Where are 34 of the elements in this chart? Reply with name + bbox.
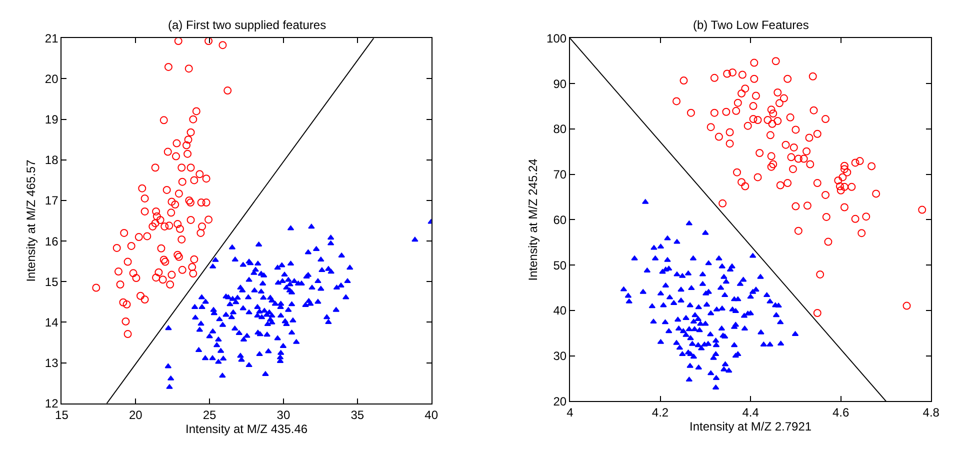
- y-tick-label: 50: [553, 258, 567, 272]
- y-axis-title: Intensity at M/Z 245.24: [526, 158, 540, 281]
- x-tick-label: 4.4: [742, 406, 760, 420]
- x-tick-label: 4.6: [832, 406, 850, 420]
- x-tick-label: 30: [276, 408, 290, 422]
- y-tick-label: 90: [553, 76, 567, 91]
- y-axis-title: Intensity at M/Z 465.57: [24, 159, 38, 282]
- x-axis-title: Intensity at M/Z 2.7921: [690, 420, 812, 434]
- x-axis-title: Intensity at M/Z 435.46: [185, 422, 308, 436]
- x-tick-label: 20: [128, 408, 143, 422]
- x-tick-label: 4: [566, 406, 574, 420]
- y-tick-label: 19: [44, 112, 59, 127]
- y-tick-label: 18: [44, 153, 59, 168]
- x-tick-label: 25: [202, 408, 217, 422]
- chart-title: (b) Two Low Features: [693, 18, 809, 32]
- x-tick-label: 40: [424, 408, 438, 422]
- y-tick-label: 15: [44, 274, 59, 289]
- y-tick-label: 80: [553, 122, 567, 136]
- y-tick-label: 14: [44, 315, 59, 330]
- y-tick-label: 100: [546, 31, 567, 46]
- y-tick-label: 70: [553, 168, 567, 182]
- y-tick-label: 16: [44, 234, 59, 248]
- y-tick-label: 40: [553, 304, 567, 318]
- y-tick-label: 21: [44, 31, 59, 46]
- y-tick-label: 30: [553, 349, 567, 364]
- y-tick-label: 17: [44, 194, 59, 208]
- y-tick-label: 20: [44, 72, 59, 86]
- chart-title: (a) First two supplied features: [168, 18, 326, 32]
- y-tick-label: 60: [553, 212, 567, 227]
- x-tick-label: 4.2: [652, 406, 669, 420]
- x-tick-label: 4.8: [922, 406, 940, 420]
- x-tick-label: 35: [350, 408, 364, 422]
- y-tick-label: 20: [553, 394, 567, 408]
- y-tick-label: 13: [44, 356, 59, 370]
